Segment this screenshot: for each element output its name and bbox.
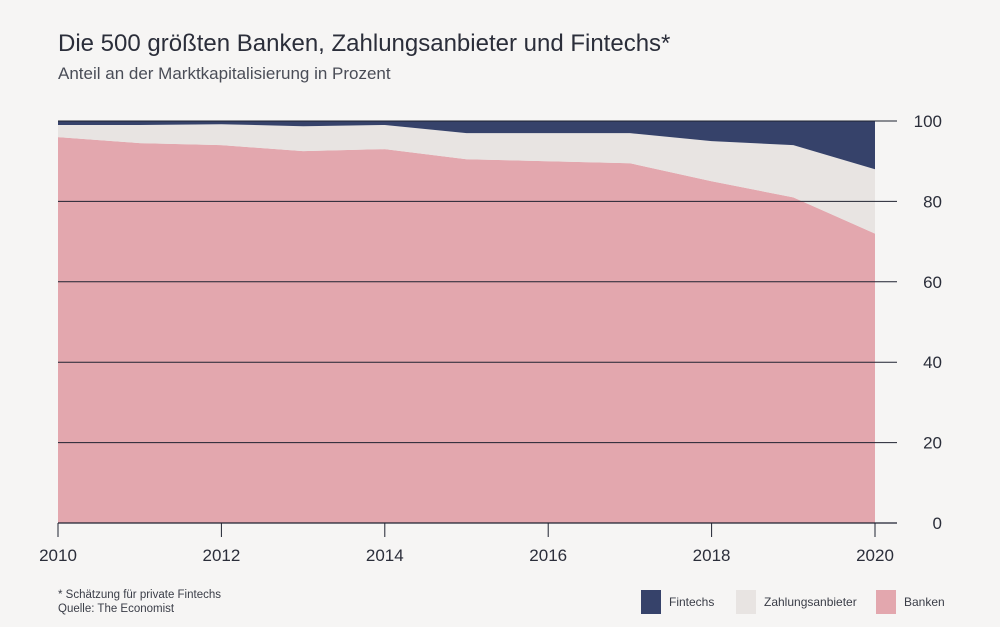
y-tick-label: 60 <box>923 273 942 292</box>
area-banken <box>58 137 875 523</box>
y-tick-label: 40 <box>923 353 942 372</box>
y-tick-label: 20 <box>923 434 942 453</box>
y-axis: 0 20 40 60 80 100 <box>914 112 942 533</box>
footnote-note: * Schätzung für private Fintechs <box>58 589 221 601</box>
y-tick-label: 100 <box>914 112 942 131</box>
y-tick-label: 0 <box>933 514 942 533</box>
legend-item-zahlungsanbieter: Zahlungsanbieter <box>736 590 857 614</box>
chart-subtitle: Anteil an der Marktkapitalisierung in Pr… <box>58 64 391 83</box>
legend-item-banken: Banken <box>876 590 945 614</box>
area-layer <box>58 121 875 523</box>
y-tick-label: 80 <box>923 192 942 211</box>
x-tick-label: 2014 <box>366 546 404 565</box>
legend-label-banken: Banken <box>904 595 945 609</box>
legend-label-zahlungsanbieter: Zahlungsanbieter <box>764 595 857 609</box>
area-fintechs <box>58 121 875 170</box>
legend-label-fintechs: Fintechs <box>669 595 715 609</box>
grid-lines <box>58 120 897 524</box>
x-tick-label: 2012 <box>202 546 240 565</box>
legend-item-fintechs: Fintechs <box>641 590 714 614</box>
x-tick-label: 2010 <box>39 546 77 565</box>
legend-swatch-fintechs <box>641 590 661 614</box>
x-axis: 2010 2012 2014 2016 2018 2020 <box>39 523 894 565</box>
x-tick-label: 2018 <box>693 546 731 565</box>
x-tick-label: 2016 <box>529 546 567 565</box>
chart-title: Die 500 größten Banken, Zahlungsanbieter… <box>58 30 671 57</box>
legend: Fintechs Zahlungsanbieter Banken <box>0 590 1000 616</box>
footnote-source: Quelle: The Economist <box>58 603 175 615</box>
area-zahlungsanbieter <box>58 124 875 234</box>
legend-swatch-banken <box>876 590 896 614</box>
footnote: * Schätzung für private Fintechs Quelle:… <box>58 588 221 616</box>
legend-swatch-zahlungsanbieter <box>736 590 756 614</box>
x-tick-label: 2020 <box>856 546 894 565</box>
